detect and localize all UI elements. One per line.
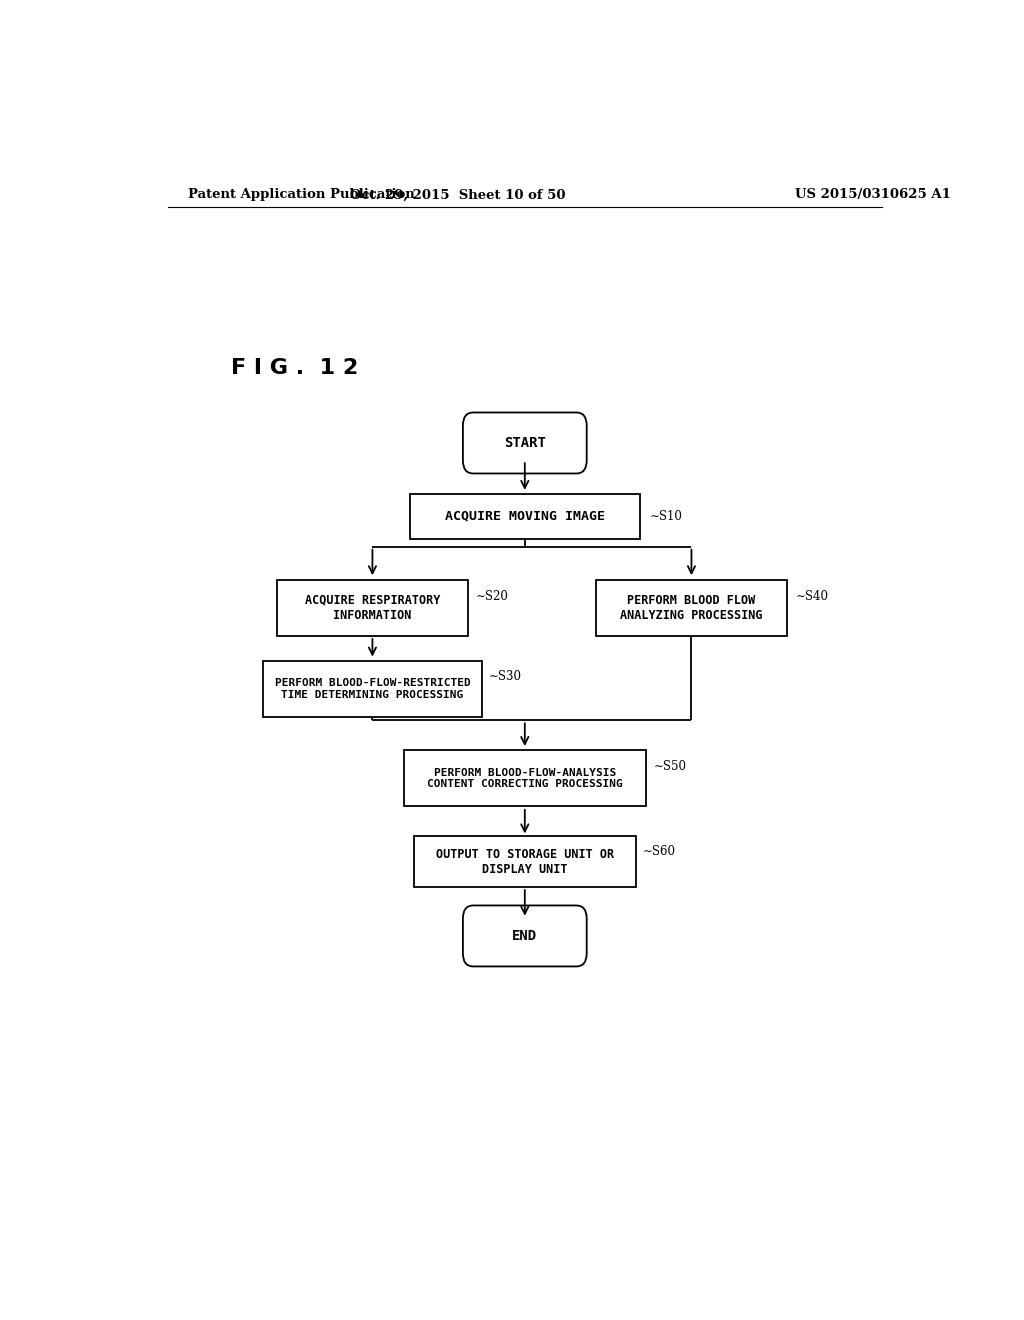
FancyBboxPatch shape [403,751,646,807]
FancyBboxPatch shape [596,579,786,636]
Text: US 2015/0310625 A1: US 2015/0310625 A1 [795,189,950,202]
FancyBboxPatch shape [263,661,481,717]
FancyBboxPatch shape [414,837,636,887]
Text: ∼S20: ∼S20 [475,590,509,603]
Text: ∼S40: ∼S40 [797,590,829,603]
Text: PERFORM BLOOD-FLOW-RESTRICTED
TIME DETERMINING PROCESSING: PERFORM BLOOD-FLOW-RESTRICTED TIME DETER… [274,678,470,700]
Text: Oct. 29, 2015  Sheet 10 of 50: Oct. 29, 2015 Sheet 10 of 50 [349,189,565,202]
Text: PERFORM BLOOD-FLOW-ANALYSIS
CONTENT CORRECTING PROCESSING: PERFORM BLOOD-FLOW-ANALYSIS CONTENT CORR… [427,768,623,789]
Text: F I G .  1 2: F I G . 1 2 [231,358,358,378]
Text: ∼S30: ∼S30 [489,671,522,684]
Text: PERFORM BLOOD FLOW
ANALYZING PROCESSING: PERFORM BLOOD FLOW ANALYZING PROCESSING [621,594,763,622]
Text: END: END [512,929,538,942]
Text: ACQUIRE MOVING IMAGE: ACQUIRE MOVING IMAGE [444,510,605,523]
Text: ∼S60: ∼S60 [642,845,675,858]
FancyBboxPatch shape [463,412,587,474]
FancyBboxPatch shape [410,494,640,539]
Text: ACQUIRE RESPIRATORY
INFORMATION: ACQUIRE RESPIRATORY INFORMATION [305,594,440,622]
Text: Patent Application Publication: Patent Application Publication [187,189,415,202]
Text: ∼S50: ∼S50 [653,760,686,772]
Text: ∼S10: ∼S10 [650,510,683,523]
FancyBboxPatch shape [463,906,587,966]
Text: START: START [504,436,546,450]
FancyBboxPatch shape [278,579,468,636]
Text: OUTPUT TO STORAGE UNIT OR
DISPLAY UNIT: OUTPUT TO STORAGE UNIT OR DISPLAY UNIT [436,847,613,875]
